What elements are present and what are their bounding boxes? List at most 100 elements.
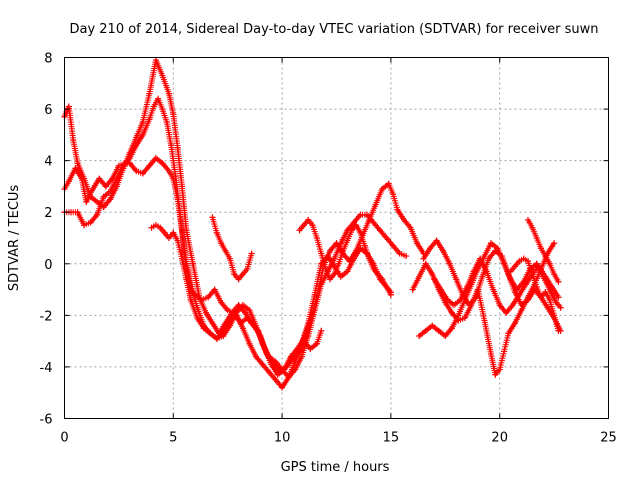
data-point	[72, 165, 79, 172]
data-point	[490, 286, 497, 293]
data-point	[94, 198, 101, 205]
data-point	[170, 111, 177, 118]
data-point	[448, 325, 455, 332]
data-point	[89, 186, 96, 193]
data-point	[451, 302, 458, 309]
data-point	[220, 332, 227, 339]
data-point	[194, 314, 201, 321]
data-point	[429, 322, 436, 329]
data-point	[435, 327, 442, 334]
data-point	[152, 222, 159, 229]
data-point	[348, 227, 355, 234]
data-point	[474, 286, 481, 293]
data-point	[422, 327, 429, 334]
data-point	[81, 222, 88, 229]
data-point	[170, 229, 177, 236]
data-point	[183, 227, 190, 234]
data-point	[529, 224, 536, 231]
data-point	[313, 235, 320, 241]
data-point	[437, 286, 444, 293]
data-point	[455, 312, 462, 319]
data-point	[357, 245, 364, 252]
data-point	[548, 283, 555, 290]
data-point	[152, 57, 159, 64]
data-point	[511, 263, 518, 270]
data-point	[431, 276, 438, 283]
data-point	[468, 302, 475, 309]
x-tick-label: 15	[383, 431, 400, 446]
data-point	[222, 320, 229, 327]
data-point	[239, 325, 246, 332]
data-point	[464, 283, 471, 290]
y-tick-label: 8	[44, 52, 52, 67]
series-track-6	[296, 216, 394, 296]
data-point	[318, 281, 325, 288]
data-point	[81, 175, 88, 182]
data-point	[433, 237, 440, 244]
data-point	[518, 307, 525, 314]
data-point	[377, 227, 384, 234]
data-point	[205, 294, 212, 301]
data-point	[487, 351, 494, 358]
data-point	[305, 216, 312, 223]
data-point	[470, 268, 477, 275]
data-point	[520, 255, 527, 262]
data-point	[139, 131, 146, 138]
data-point	[396, 250, 403, 257]
data-point	[96, 175, 103, 182]
data-point	[390, 242, 397, 249]
data-point	[400, 216, 407, 223]
data-point	[218, 299, 225, 306]
data-point	[331, 255, 338, 262]
data-point	[379, 276, 386, 283]
data-point	[546, 296, 553, 303]
data-point	[248, 250, 255, 257]
data-point	[533, 283, 540, 290]
data-point	[183, 276, 190, 283]
data-point	[218, 240, 225, 247]
data-point	[468, 281, 475, 288]
data-point	[313, 340, 320, 347]
data-point	[294, 345, 301, 352]
data-point	[146, 116, 153, 123]
x-tick-label: 10	[274, 431, 291, 446]
data-point	[542, 273, 549, 280]
axis-ticks: 0 5 10 15 20 25 -6 -4 -2 0 2 4 6 8	[40, 52, 617, 446]
data-point	[213, 335, 220, 342]
data-point	[133, 134, 140, 141]
data-point	[344, 237, 351, 244]
data-point	[485, 255, 492, 262]
data-point	[496, 302, 503, 309]
data-point	[366, 255, 373, 262]
data-point	[279, 384, 286, 391]
data-point	[202, 309, 209, 316]
y-axis-label: SDTVAR / TECUs	[7, 185, 22, 292]
data-point	[268, 361, 275, 368]
data-point	[222, 247, 229, 254]
data-point	[300, 222, 307, 229]
data-point	[246, 340, 253, 347]
data-point	[159, 160, 166, 167]
series-track-2	[61, 95, 394, 391]
data-point	[361, 242, 368, 249]
data-point	[146, 162, 153, 169]
data-point	[87, 193, 94, 200]
data-point	[385, 180, 392, 187]
data-point	[340, 247, 347, 254]
data-point	[272, 376, 279, 383]
data-point	[487, 240, 494, 247]
data-point	[163, 118, 170, 125]
y-tick-label: -2	[40, 309, 53, 324]
series-track-4	[148, 211, 410, 381]
series-group	[61, 57, 564, 391]
data-point	[146, 90, 153, 97]
data-point	[448, 309, 455, 316]
x-tick-label: 0	[60, 431, 68, 446]
data-point	[344, 268, 351, 275]
data-point	[74, 209, 81, 216]
data-point	[150, 103, 157, 110]
x-tick-label: 5	[169, 431, 177, 446]
data-point	[461, 314, 468, 321]
data-point	[242, 309, 249, 316]
data-point	[211, 286, 218, 293]
